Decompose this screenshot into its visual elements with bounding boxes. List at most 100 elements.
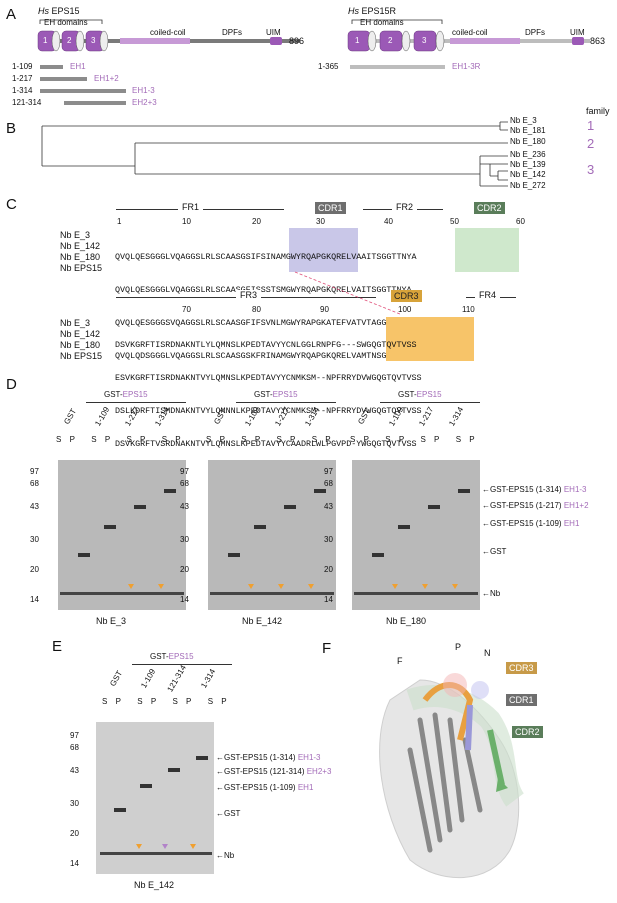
cdr3-badge: CDR3: [391, 290, 422, 302]
sequence: QVQLQESGGGLVQAGGSLRLSCAASGFISSSTSMGWYRQA…: [115, 285, 412, 295]
construct-range: 121-314: [12, 98, 42, 107]
tree-leaf: Nb E_181: [510, 126, 546, 135]
sp-labels: S P S P S P S P: [206, 435, 331, 444]
fr4-label: FR4: [475, 290, 501, 300]
sp-labels: S P S P S P S P: [350, 435, 475, 444]
seq-name: Nb EPS15: [60, 351, 103, 361]
gst-eps15-header: GST-EPS15: [150, 652, 194, 661]
eh3-number: 3: [91, 36, 96, 45]
ruler-tick: 70: [182, 305, 191, 314]
family-number: 1: [587, 118, 595, 133]
ruler-tick: 90: [320, 305, 329, 314]
construct-label: EH2+3: [132, 98, 157, 107]
ruler-tick: 20: [252, 217, 261, 226]
lane-label: GST: [108, 669, 125, 688]
lane-label: 1-109: [93, 405, 112, 428]
fr3-label: FR3: [236, 290, 262, 300]
panel-letter-e: E: [52, 638, 63, 655]
gel-image: [208, 460, 336, 610]
panel-letter-f: F: [322, 640, 332, 657]
ruler-tick: 100: [398, 305, 412, 314]
cdr3-highlight: [386, 317, 474, 361]
ruler-tick: 1: [117, 217, 122, 226]
tree-leaf: Nb E_142: [510, 170, 546, 179]
sequence: DSVKGRFTISRDNAKNTLYLQMNSLKPEDTAVYYCNLGGL…: [115, 340, 417, 350]
construct-bar: [64, 101, 126, 105]
lane-label: 121-314: [165, 663, 188, 694]
tree-leaf: Nb E_272: [510, 181, 546, 190]
construct-range: 1-365: [318, 62, 339, 71]
eh2-number: 2: [388, 36, 393, 45]
construct-label: EH1-3: [132, 86, 155, 95]
seq-name: Nb EPS15: [60, 263, 103, 273]
eh1-number: 1: [355, 36, 360, 45]
seq-name: Nb E_3: [60, 230, 91, 240]
sp-labels: S P S P S P S P: [56, 435, 181, 444]
sequence: QVQLQESGGGSVQAGGSLRLSCAASGFIFSVNLMGWYRAP…: [115, 318, 412, 328]
construct-bar: [40, 65, 63, 69]
protein-name-eps15r: EPS15R: [361, 6, 397, 16]
gel-label: Nb E_180: [386, 616, 427, 626]
ruler-tick: 10: [182, 217, 191, 226]
cdr2-structure-badge: CDR2: [512, 726, 543, 738]
ruler-tick: 40: [384, 217, 393, 226]
gel-label: Nb E_142: [242, 616, 283, 626]
gst-eps15-header: GST-EPS15: [398, 390, 442, 399]
lane-label: GST: [62, 407, 79, 426]
construct-bar: [40, 89, 126, 93]
gel-image: [96, 722, 214, 874]
eh1-number: 1: [43, 36, 48, 45]
fr2-label: FR2: [392, 202, 418, 212]
eps15r-domain-diagram: [347, 19, 590, 52]
eh3-number: 3: [422, 36, 427, 45]
coiled-coil-label: coiled-coil: [150, 28, 186, 37]
residue-f-label: F: [397, 656, 403, 666]
species-label: Hs EPS15R: [348, 6, 397, 16]
uim-label: UIM: [266, 28, 281, 37]
species-label: Hs EPS15: [38, 6, 80, 16]
construct-range: 1-314: [12, 86, 33, 95]
eps15-domain-diagram: [37, 19, 300, 52]
seq-name: Nb E_142: [60, 329, 101, 339]
ruler-tick: 80: [252, 305, 261, 314]
phylogenetic-tree: [41, 121, 508, 187]
eps15r-length: 863: [590, 36, 606, 46]
family-number: 2: [587, 136, 595, 151]
construct-label: EH1-3R: [452, 62, 481, 71]
ruler-tick: 30: [316, 217, 325, 226]
cdr1-badge: CDR1: [315, 202, 346, 214]
lane-label: 1-314: [199, 667, 218, 690]
panel-letter-c: C: [6, 196, 17, 213]
construct-range: 1-109: [12, 62, 33, 71]
sequence: QVQLQESGGGLVQAGGSLRLSCAASGSIFSINAMGWYRQA…: [115, 252, 417, 262]
panel-letter-a: A: [6, 6, 17, 23]
panel-letter-d: D: [6, 376, 17, 393]
cdr1-structure-badge: CDR1: [506, 694, 537, 706]
cdr1-highlight: [289, 228, 358, 272]
gst-eps15-header: GST-EPS15: [254, 390, 298, 399]
eh-domains-label: EH domains: [360, 18, 404, 27]
sequence: ESVKGRFTISRDNAKNTVYLQMNSLKPEDTAVYYCNMKSM…: [115, 373, 422, 383]
construct-bar: [350, 65, 445, 69]
construct-label: EH1+2: [94, 74, 119, 83]
family-number: 3: [587, 162, 595, 177]
panel-letter-b: B: [6, 120, 17, 137]
gst-eps15-header: GST-EPS15: [104, 390, 148, 399]
lane-label: 1-109: [139, 667, 158, 690]
sequence: QVQLQDSGGGLVQAGGSLRLSCAASGSKFRINAMGWYRQA…: [115, 351, 417, 361]
tree-leaf: Nb E_236: [510, 150, 546, 159]
uim-label: UIM: [570, 28, 585, 37]
seq-name: Nb E_3: [60, 318, 91, 328]
nanobody-structure: [379, 673, 525, 879]
family-title: family: [586, 106, 610, 116]
dpfs-label: DPFs: [222, 28, 242, 37]
cdr3-structure-badge: CDR3: [506, 662, 537, 674]
seq-name: Nb E_142: [60, 241, 101, 251]
gel-label: Nb E_142: [134, 880, 175, 890]
lane-label: 1-314: [447, 405, 466, 428]
eh-domains-label: EH domains: [44, 18, 88, 27]
residue-n-label: N: [484, 648, 491, 658]
eps15-length: 896: [289, 36, 305, 46]
tree-leaf: Nb E_3: [510, 116, 537, 125]
tree-leaf: Nb E_139: [510, 160, 546, 169]
